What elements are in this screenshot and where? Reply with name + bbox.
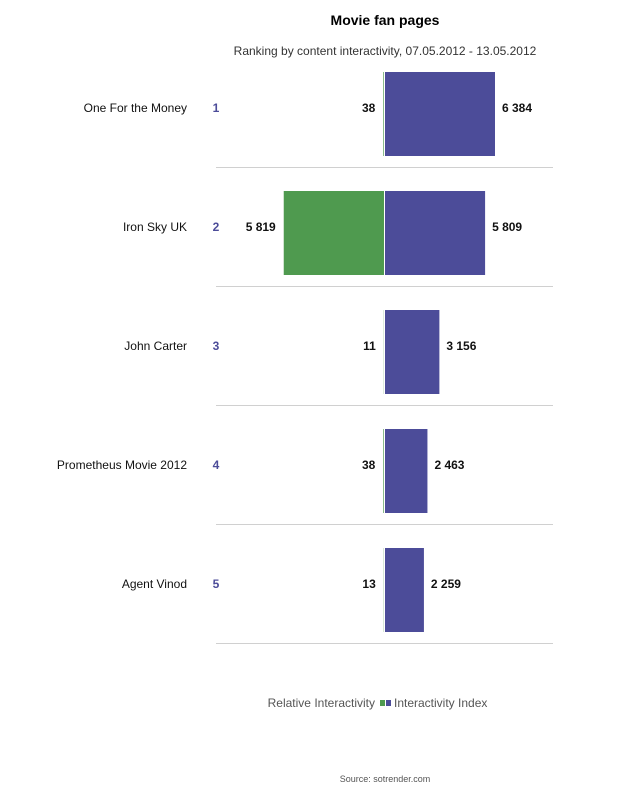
rank-label: 1 — [213, 101, 220, 115]
data-label-relative: 38 — [362, 458, 376, 472]
data-label-index: 2 259 — [431, 577, 461, 591]
category-label: One For the Money — [84, 101, 187, 115]
bar-interactivity-index — [385, 72, 495, 156]
legend-swatch-index — [386, 700, 391, 706]
source-note: Source: sotrender.com — [340, 774, 431, 784]
legend-swatch-relative — [380, 700, 385, 706]
bar-relative-interactivity — [383, 429, 384, 513]
data-label-relative: 11 — [363, 339, 376, 353]
rank-label: 3 — [213, 339, 220, 353]
rank-label: 5 — [213, 577, 220, 591]
bar-interactivity-index — [385, 310, 440, 394]
data-label-relative: 13 — [362, 577, 376, 591]
legend-label-relative: Relative Interactivity — [268, 696, 375, 710]
legend: Relative Interactivity Interactivity Ind… — [268, 696, 488, 710]
bar-relative-interactivity — [383, 72, 384, 156]
category-label: Prometheus Movie 2012 — [57, 458, 187, 472]
bar-interactivity-index — [385, 548, 424, 632]
rank-label: 2 — [213, 220, 220, 234]
category-label: Agent Vinod — [122, 577, 187, 591]
data-label-index: 6 384 — [502, 101, 532, 115]
bar-relative-interactivity — [283, 191, 384, 275]
bar-interactivity-index — [385, 191, 486, 275]
chart-subtitle: Ranking by content interactivity, 07.05.… — [234, 44, 537, 58]
category-label: John Carter — [124, 339, 187, 353]
legend-label-index: Interactivity Index — [394, 696, 487, 710]
data-label-index: 5 809 — [492, 220, 522, 234]
chart-title: Movie fan pages — [331, 12, 440, 28]
rank-label: 4 — [213, 458, 220, 472]
data-label-relative: 38 — [362, 101, 376, 115]
data-label-index: 2 463 — [434, 458, 464, 472]
bar-interactivity-index — [385, 429, 428, 513]
category-label: Iron Sky UK — [123, 220, 187, 234]
data-label-index: 3 156 — [446, 339, 476, 353]
data-label-relative: 5 819 — [246, 220, 276, 234]
